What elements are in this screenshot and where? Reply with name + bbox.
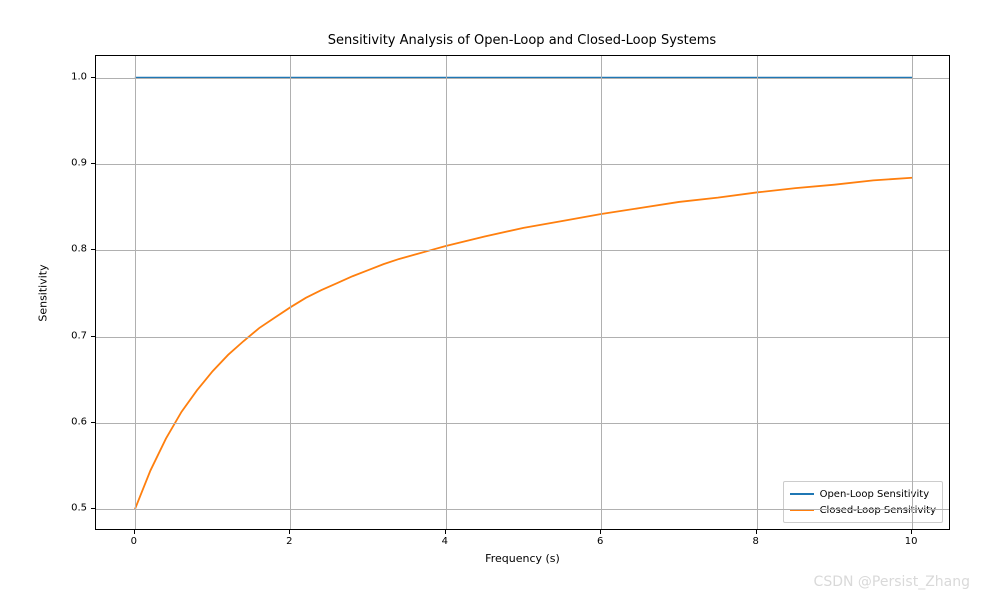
y-tick-label: 0.8 xyxy=(71,244,87,255)
legend-swatch xyxy=(790,493,814,495)
x-tick-label: 0 xyxy=(131,536,137,547)
chart-lines xyxy=(96,56,951,531)
y-tick xyxy=(91,422,95,423)
chart-title: Sensitivity Analysis of Open-Loop and Cl… xyxy=(328,33,716,48)
x-tick-label: 10 xyxy=(905,536,918,547)
y-tick xyxy=(91,336,95,337)
y-tick-label: 0.6 xyxy=(71,417,87,428)
grid-line-horizontal xyxy=(96,250,949,251)
x-tick-label: 6 xyxy=(597,536,603,547)
x-tick xyxy=(289,530,290,534)
x-tick xyxy=(134,530,135,534)
grid-line-vertical xyxy=(601,56,602,529)
series-line xyxy=(135,178,912,510)
y-tick xyxy=(91,508,95,509)
grid-line-vertical xyxy=(446,56,447,529)
legend-item: Open-Loop Sensitivity xyxy=(790,486,936,502)
grid-line-vertical xyxy=(912,56,913,529)
grid-line-horizontal xyxy=(96,78,949,79)
x-tick xyxy=(600,530,601,534)
y-tick xyxy=(91,77,95,78)
y-tick xyxy=(91,249,95,250)
grid-line-horizontal xyxy=(96,337,949,338)
x-tick xyxy=(911,530,912,534)
grid-line-horizontal xyxy=(96,509,949,510)
y-axis-label: Sensitivity xyxy=(37,264,50,321)
y-tick-label: 0.9 xyxy=(71,157,87,168)
grid-line-vertical xyxy=(757,56,758,529)
legend: Open-Loop SensitivityClosed-Loop Sensiti… xyxy=(783,481,943,523)
x-tick xyxy=(756,530,757,534)
grid-line-vertical xyxy=(290,56,291,529)
y-tick-label: 0.7 xyxy=(71,330,87,341)
y-tick xyxy=(91,163,95,164)
plot-area: Open-Loop SensitivityClosed-Loop Sensiti… xyxy=(95,55,950,530)
y-tick-label: 1.0 xyxy=(71,71,87,82)
grid-line-horizontal xyxy=(96,423,949,424)
grid-line-vertical xyxy=(135,56,136,529)
x-tick-label: 4 xyxy=(442,536,448,547)
watermark: CSDN @Persist_Zhang xyxy=(814,574,970,590)
y-tick-label: 0.5 xyxy=(71,503,87,514)
grid-line-horizontal xyxy=(96,164,949,165)
x-tick-label: 2 xyxy=(286,536,292,547)
x-axis-label: Frequency (s) xyxy=(485,552,560,565)
x-tick xyxy=(445,530,446,534)
x-tick-label: 8 xyxy=(752,536,758,547)
